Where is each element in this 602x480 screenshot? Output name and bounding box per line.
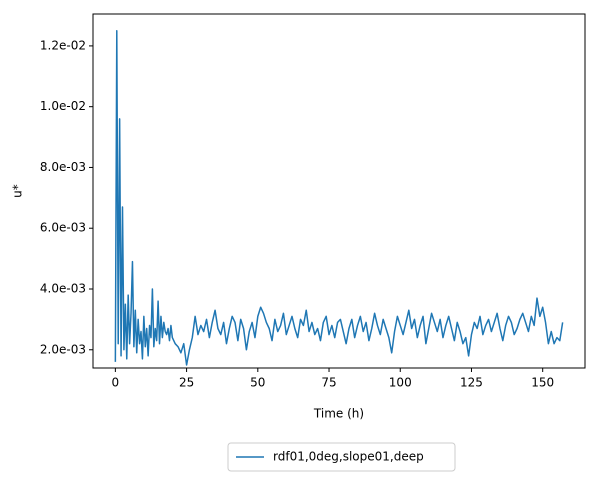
- y-tick-label: 2.0e-03: [40, 342, 86, 356]
- y-axis-label: u*: [11, 184, 25, 198]
- y-tick-label: 8.0e-03: [40, 160, 86, 174]
- legend-box: [227, 442, 456, 472]
- x-tick-label: 125: [460, 376, 483, 390]
- y-tick-label: 6.0e-03: [40, 221, 86, 235]
- x-tick-label: 150: [531, 376, 554, 390]
- plot-frame: [92, 13, 586, 369]
- y-tick-label: 1.0e-02: [40, 99, 86, 113]
- x-axis-label: Time (h): [313, 407, 364, 421]
- line-series: [114, 29, 564, 366]
- x-tick-label: 25: [179, 376, 194, 390]
- x-tick-label: 0: [112, 376, 120, 390]
- x-tick-label: 75: [321, 376, 336, 390]
- x-tick-label: 100: [389, 376, 412, 390]
- y-tick-label: 1.2e-02: [40, 38, 86, 52]
- x-tick-label: 50: [250, 376, 265, 390]
- y-tick-label: 4.0e-03: [40, 281, 86, 295]
- legend-label: rdf01,0deg,slope01,deep: [273, 450, 424, 464]
